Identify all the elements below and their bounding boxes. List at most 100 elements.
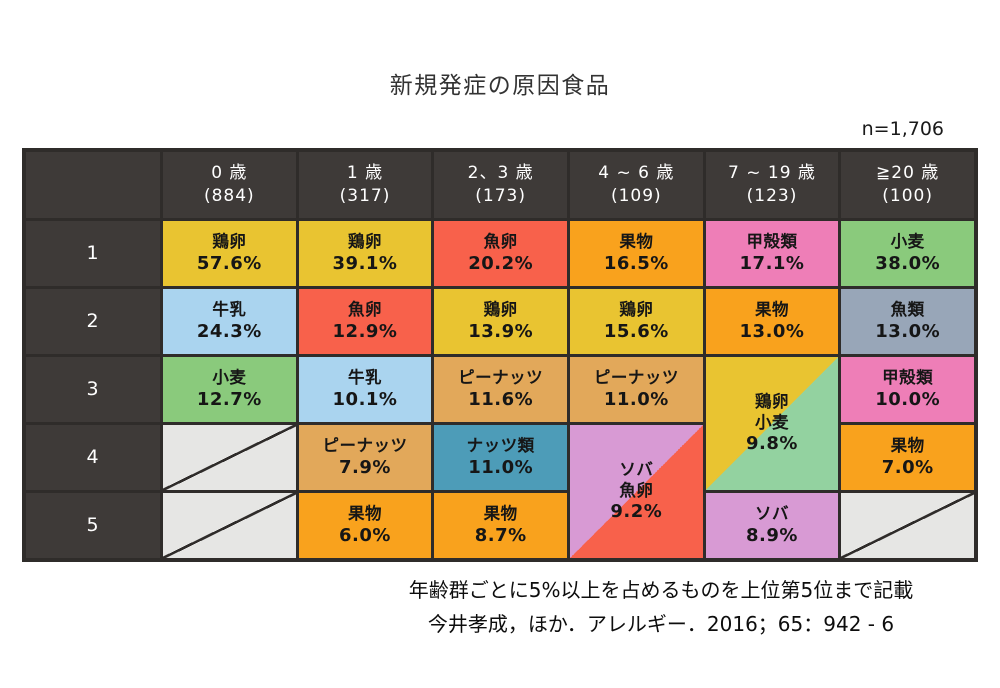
food-name: 果物 bbox=[347, 504, 382, 524]
food-percent: 39.1% bbox=[332, 252, 398, 274]
column-header-age4-6: 4 ~ 6 歳 (109) bbox=[570, 152, 703, 218]
food-name: ピーナッツ bbox=[593, 368, 679, 388]
food-name: ソバ bbox=[619, 460, 654, 480]
cell-rank2-age0: 牛乳 24.3% bbox=[163, 289, 296, 354]
column-header-age0: 0 歳 (884) bbox=[163, 152, 296, 218]
food-percent: 12.7% bbox=[196, 388, 262, 410]
allergy-table: 0 歳 (884) 1 歳 (317) 2、3 歳 (173) 4 ~ 6 歳 … bbox=[22, 148, 978, 562]
food-percent: 24.3% bbox=[196, 320, 262, 342]
age-label: ≧20 歳 bbox=[876, 163, 940, 184]
food-name: 鶏卵 bbox=[347, 232, 382, 252]
food-name: 小麦 bbox=[212, 368, 247, 388]
food-name: 果物 bbox=[619, 232, 654, 252]
food-name: 鶏卵 bbox=[754, 392, 789, 412]
cell-rank3-4-age7-19-split: 鶏卵 小麦 9.8% bbox=[705, 357, 839, 490]
food-percent: 9.8% bbox=[746, 432, 798, 454]
food-percent: 17.1% bbox=[739, 252, 805, 274]
column-header-age20plus: ≧20 歳 (100) bbox=[841, 152, 974, 218]
cell-rank2-age4-6: 鶏卵 15.6% bbox=[570, 289, 703, 354]
page-title: 新規発症の原因食品 bbox=[389, 73, 611, 99]
cell-rank3-age20plus: 甲殻類 10.0% bbox=[841, 357, 974, 422]
food-name: 牛乳 bbox=[347, 368, 382, 388]
food-name: 鶏卵 bbox=[212, 232, 247, 252]
food-percent: 6.0% bbox=[339, 524, 391, 546]
cell-rank4-age2-3: ナッツ類 11.0% bbox=[434, 425, 567, 490]
food-percent: 8.9% bbox=[746, 524, 798, 546]
cell-rank2-age20plus: 魚類 13.0% bbox=[841, 289, 974, 354]
cell-rank1-age4-6: 果物 16.5% bbox=[570, 221, 703, 286]
food-percent: 11.0% bbox=[603, 388, 669, 410]
cell-rank4-5-age4-6-split: ソバ 魚卵 9.2% bbox=[570, 425, 703, 558]
footnote: 年齢群ごとに5%以上を占めるものを上位第5位まで記載 bbox=[408, 578, 914, 602]
cell-rank3-age0: 小麦 12.7% bbox=[163, 357, 296, 422]
food-percent: 10.0% bbox=[875, 388, 941, 410]
food-name: ピーナッツ bbox=[322, 436, 408, 456]
food-name: 果物 bbox=[483, 504, 518, 524]
food-name: 甲殻類 bbox=[746, 232, 798, 252]
cell-rank1-age7-19: 甲殻類 17.1% bbox=[705, 221, 839, 286]
food-percent: 15.6% bbox=[603, 320, 669, 342]
food-percent: 13.0% bbox=[739, 320, 805, 342]
food-percent: 8.7% bbox=[474, 524, 527, 546]
notes-block: 年齢群ごとに5%以上を占めるものを上位第5位まで記載 今井孝成，ほか．アレルギー… bbox=[330, 574, 992, 642]
cell-rank3-age2-3: ピーナッツ 11.6% bbox=[434, 357, 567, 422]
food-name: 小麦 bbox=[890, 232, 925, 252]
food-percent: 57.6% bbox=[196, 252, 262, 274]
age-label: 2、3 歳 bbox=[467, 163, 534, 184]
cell-rank5-age2-3: 果物 8.7% bbox=[434, 493, 567, 558]
food-percent: 10.1% bbox=[332, 388, 398, 410]
food-name: 魚卵 bbox=[347, 300, 382, 320]
food-name: 鶏卵 bbox=[483, 300, 518, 320]
food-percent: 9.2% bbox=[610, 500, 663, 522]
food-percent: 12.9% bbox=[332, 320, 398, 342]
cell-rank2-age1: 魚卵 12.9% bbox=[298, 289, 432, 354]
food-percent: 11.6% bbox=[468, 388, 534, 410]
food-percent: 11.0% bbox=[468, 456, 534, 478]
food-percent: 16.5% bbox=[603, 252, 669, 274]
food-percent: 20.2% bbox=[468, 252, 534, 274]
citation: 今井孝成，ほか．アレルギー．2016；65：942 - 6 bbox=[427, 612, 895, 636]
rank-label-5: 5 bbox=[26, 493, 160, 558]
cell-rank2-age2-3: 鶏卵 13.9% bbox=[434, 289, 567, 354]
food-name: 魚類 bbox=[890, 300, 925, 320]
cell-rank4-age1: ピーナッツ 7.9% bbox=[298, 425, 432, 490]
age-count: (109) bbox=[610, 186, 662, 206]
food-name: ナッツ類 bbox=[466, 436, 535, 456]
age-label: 1 歳 bbox=[346, 163, 384, 184]
food-percent: 7.9% bbox=[339, 456, 391, 478]
food-percent: 7.0% bbox=[881, 456, 934, 478]
cell-rank5-age7-19: ソバ 8.9% bbox=[705, 493, 839, 558]
cell-rank4-age0-empty bbox=[163, 425, 296, 490]
cell-rank5-age0-empty bbox=[163, 493, 296, 558]
food-name: ピーナッツ bbox=[458, 368, 544, 388]
food-percent: 13.0% bbox=[875, 320, 941, 342]
rank-label-2: 2 bbox=[26, 289, 160, 354]
cell-rank3-age1: 牛乳 10.1% bbox=[298, 357, 432, 422]
age-count: (317) bbox=[339, 186, 391, 206]
cell-rank1-age1: 鶏卵 39.1% bbox=[298, 221, 432, 286]
cell-rank1-age2-3: 魚卵 20.2% bbox=[434, 221, 567, 286]
age-label: 0 歳 bbox=[211, 163, 248, 184]
sample-size: n=1,706 bbox=[861, 118, 944, 140]
cell-rank3-age4-6: ピーナッツ 11.0% bbox=[570, 357, 703, 422]
food-name: 果物 bbox=[754, 300, 789, 320]
rank-label-4: 4 bbox=[26, 425, 160, 490]
column-header-age2-3: 2、3 歳 (173) bbox=[434, 152, 567, 218]
food-name: 魚卵 bbox=[619, 480, 654, 500]
cell-rank2-age7-19: 果物 13.0% bbox=[705, 289, 839, 354]
age-count: (173) bbox=[475, 186, 527, 206]
food-name: 牛乳 bbox=[212, 300, 247, 320]
food-name: 鶏卵 bbox=[619, 300, 654, 320]
column-header-age7-19: 7 ~ 19 歳 (123) bbox=[705, 152, 839, 218]
food-name: 小麦 bbox=[754, 412, 789, 432]
rank-label-3: 3 bbox=[26, 357, 160, 422]
age-count: (100) bbox=[882, 186, 934, 206]
age-count: (884) bbox=[203, 186, 255, 206]
food-name: 果物 bbox=[890, 436, 925, 456]
cell-rank1-age0: 鶏卵 57.6% bbox=[163, 221, 296, 286]
food-percent: 13.9% bbox=[468, 320, 534, 342]
food-name: ソバ bbox=[754, 504, 789, 524]
cell-rank1-age20plus: 小麦 38.0% bbox=[841, 221, 974, 286]
cell-rank5-age20plus-empty bbox=[841, 493, 974, 558]
